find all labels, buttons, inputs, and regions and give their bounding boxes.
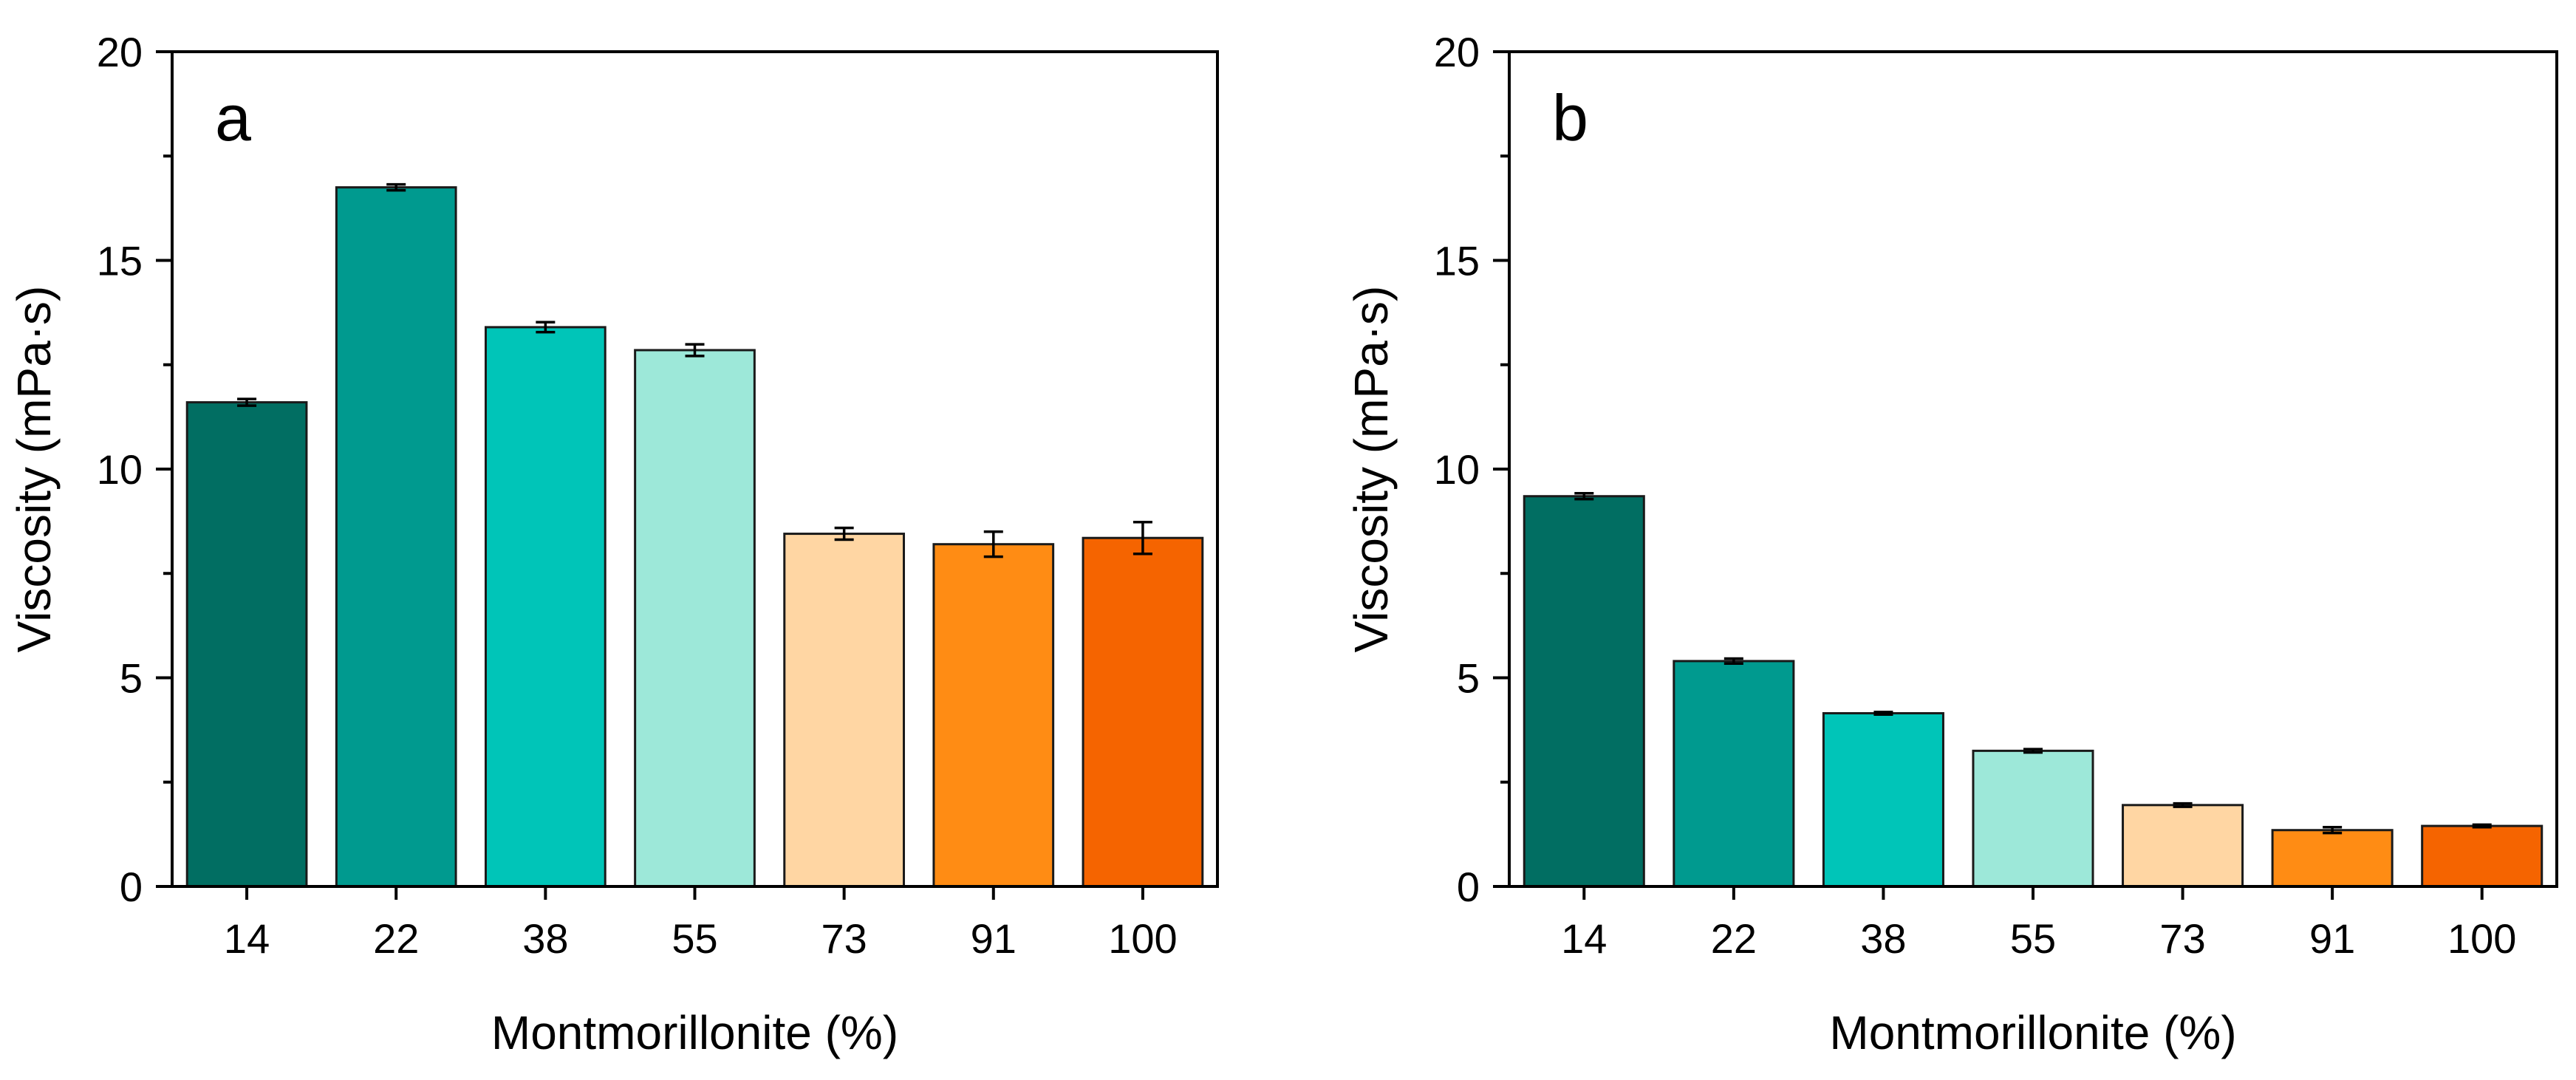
x-tick-label: 55 (2010, 915, 2056, 962)
bar-38 (1822, 712, 1944, 888)
x-tick-label: 100 (2447, 915, 2516, 962)
error-bar-73 (834, 526, 854, 541)
error-bar-100 (2472, 823, 2492, 829)
x-tick-label: 91 (2309, 915, 2355, 962)
error-bar-38 (536, 321, 556, 334)
x-axis-title: Montmorillonite (%) (1829, 1006, 2236, 1059)
x-tick-label: 100 (1108, 915, 1177, 962)
y-tick-label: 0 (120, 864, 143, 910)
bar-22 (335, 186, 457, 888)
x-tick-label: 91 (971, 915, 1017, 962)
bar-91 (2271, 829, 2394, 888)
bar-100 (2421, 824, 2543, 888)
error-bar-100 (1132, 521, 1152, 556)
error-bar-91 (983, 530, 1003, 558)
y-axis-title: Viscosity (mPa·s) (1345, 286, 1398, 653)
y-tick-label: 0 (1457, 864, 1480, 910)
bar-14 (1523, 495, 1645, 888)
error-bar-38 (1873, 711, 1893, 716)
error-bar-22 (1723, 657, 1743, 666)
x-axis-title: Montmorillonite (%) (491, 1006, 898, 1059)
plot-frame (1508, 50, 2558, 888)
x-tick-label: 73 (821, 915, 867, 962)
panel-a: 14 22 38 55 73 91 100 0 5 10 15 20 a Montmorillonite … (7, 29, 1219, 1059)
bar-55 (634, 349, 756, 888)
bar-55 (1972, 749, 2094, 888)
panel-b: 14 22 38 55 73 91 100 0 5 10 15 20 b Montmorillonite … (1345, 29, 2558, 1059)
x-tick-label: 38 (522, 915, 568, 962)
error-bar-73 (2173, 802, 2193, 808)
bar-91 (932, 543, 1055, 888)
error-bar-91 (2323, 826, 2343, 835)
x-tick-label: 55 (672, 915, 717, 962)
error-bar-55 (685, 343, 705, 358)
x-tick-label: 38 (1860, 915, 1906, 962)
y-tick-label: 5 (1457, 655, 1480, 702)
error-bar-55 (2023, 748, 2043, 754)
x-tick-label: 73 (2159, 915, 2205, 962)
x-tick-label: 14 (224, 915, 270, 962)
error-bar-22 (386, 182, 406, 192)
bar-38 (485, 326, 607, 888)
bar-100 (1082, 536, 1204, 888)
panel-letter: a (215, 81, 251, 154)
x-tick-label: 14 (1561, 915, 1607, 962)
y-tick-label: 20 (1434, 29, 1480, 75)
bar-14 (185, 401, 308, 888)
error-bar-14 (237, 397, 257, 407)
y-tick-label: 15 (1434, 238, 1480, 284)
y-tick-label: 10 (97, 446, 143, 493)
y-tick-label: 10 (1434, 446, 1480, 493)
bar-73 (2122, 804, 2244, 888)
panel-letter: b (1552, 81, 1588, 154)
bar-73 (783, 533, 906, 888)
x-tick-label: 22 (1711, 915, 1757, 962)
error-bar-14 (1574, 492, 1594, 501)
plot-frame (171, 50, 1219, 888)
y-tick-label: 20 (97, 29, 143, 75)
x-tick-label: 22 (373, 915, 419, 962)
bar-22 (1673, 660, 1795, 888)
y-axis-title: Viscosity (mPa·s) (7, 286, 61, 653)
y-tick-label: 5 (120, 655, 143, 702)
y-tick-label: 15 (97, 238, 143, 284)
